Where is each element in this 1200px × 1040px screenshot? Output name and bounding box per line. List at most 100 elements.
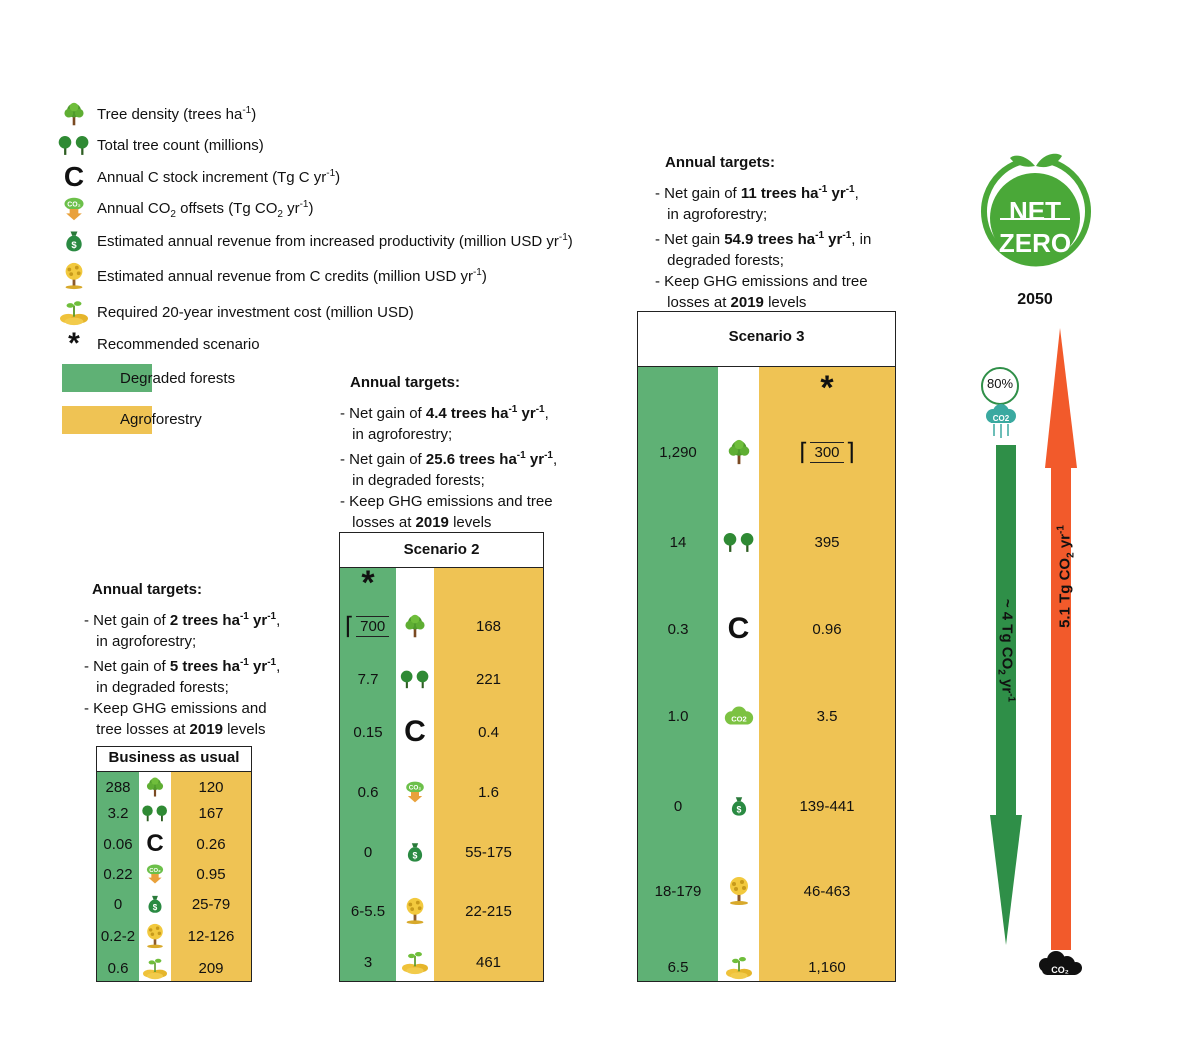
bau-agro-value: 12-126	[187, 927, 235, 945]
legend-mid: yr	[282, 199, 300, 217]
percent-circle	[981, 367, 1019, 405]
legend-tail: )	[308, 199, 314, 217]
s3-agro-value: 395	[814, 533, 840, 551]
bau-agro-value: 0.26	[196, 835, 226, 853]
bau-icon-column: C	[139, 772, 171, 981]
legend-tail: )	[335, 169, 341, 186]
agroforestry-swatch	[62, 406, 152, 434]
s3-degraded-column: 1,290 14 0.3 1.0 0 18-179 6.5	[638, 367, 718, 981]
svg-text:CO2: CO2	[993, 414, 1010, 423]
s3-degraded-value: 18-179	[654, 882, 702, 900]
legend-item-tree-density: Tree density (trees ha-1)	[55, 99, 256, 129]
legend-sup: -1	[299, 198, 309, 210]
s3-agro-value: 3.5	[816, 707, 838, 725]
svg-text:CO₂: CO₂	[1051, 965, 1069, 975]
s3-title: Scenario 3	[728, 328, 805, 345]
legend-mid: offsets (Tg CO	[175, 199, 278, 217]
co2-capture-icon: CO2	[986, 404, 1016, 438]
s2-agro-value: 461	[475, 953, 502, 971]
s2-degraded-column: * ⌈ 700 7.7 0.15 0.6 0 6-5.5 3	[340, 566, 396, 981]
legend-label: Estimated annual revenue from C credits …	[97, 268, 473, 285]
s2-agro-value: 0.4	[478, 723, 499, 741]
targets-title: Annual targets:	[92, 581, 203, 598]
net-label: NET	[1009, 196, 1061, 226]
targets-title: Annual targets:	[665, 154, 776, 171]
trees-icon	[139, 800, 171, 826]
co2-cloud-icon	[718, 671, 759, 761]
trees-icon	[396, 654, 434, 704]
bau-degraded-value: 0	[113, 895, 123, 913]
agroforestry-label: Agroforestry	[120, 411, 202, 428]
s2-agro-value: 1.6	[478, 783, 499, 801]
bau-agroforestry-column: 120 167 0.26 0.95 25-79 12-126 209	[171, 772, 251, 981]
asterisk-icon: *	[820, 369, 834, 407]
bau-degraded-value: 0.06	[103, 835, 133, 853]
bau-agro-value: 0.95	[196, 865, 226, 883]
s2-targets: Annual targets: - Net gain of 4.4 trees …	[340, 372, 580, 533]
s3-degraded-value: 0.3	[667, 620, 689, 638]
money-tree-icon	[55, 261, 93, 291]
legend-sub: 2	[170, 208, 176, 220]
s2-agroforestry-column: 168 221 0.4 1.6 55-175 22-215 461	[434, 568, 543, 981]
legend-item-co2-offsets: Annual CO2 offsets (Tg CO2 yr-1)	[55, 194, 314, 224]
target-year: 2050	[1017, 291, 1053, 308]
degraded-label: Degraded forests	[120, 370, 236, 387]
legend-sup: -1	[558, 232, 568, 243]
s3-table: Scenario 3 1,290 14 0.3 1.0 0 18-179 6.5…	[637, 311, 896, 982]
targets-title: Annual targets:	[350, 374, 461, 391]
money-tree-icon	[718, 851, 759, 931]
legend-sub: 2	[277, 208, 283, 220]
bau-degraded-value: 0.2-2	[100, 927, 136, 945]
s3-agro-value: 139-441	[799, 797, 855, 815]
bau-targets: Annual targets: - Net gain of 2 trees ha…	[84, 579, 324, 740]
legend-label: Total tree count (millions)	[97, 136, 264, 154]
carbon-c-icon: C	[146, 830, 164, 857]
legend-item-tree-count: Total tree count (millions)	[55, 130, 264, 160]
legend-sup: -1	[472, 267, 482, 278]
target-item: - Keep GHG emissions and tree losses at …	[655, 273, 868, 311]
money-tree-icon	[396, 880, 434, 942]
bau-title: Business as usual	[108, 749, 240, 766]
s3-agro-value: 46-463	[803, 882, 851, 900]
green-arrow-head	[990, 815, 1022, 945]
s2-degraded-value: 6-5.5	[350, 902, 386, 920]
bau-agro-value: 209	[198, 959, 224, 977]
investment-icon	[396, 942, 434, 982]
legend-sup: -1	[242, 105, 252, 116]
tree-icon	[139, 774, 171, 800]
tree-icon	[55, 99, 93, 129]
boxed-value: 300	[810, 441, 844, 463]
legend-label: Required 20-year investment cost (millio…	[97, 303, 414, 321]
tree-icon	[396, 598, 434, 654]
money-bag-icon	[55, 226, 93, 256]
bau-degraded-value: 0.6	[107, 959, 129, 977]
legend-label: Recommended scenario	[97, 335, 260, 353]
legend-label: Annual CO	[97, 199, 171, 217]
target-item: - Net gain of 2 trees ha-1 yr-1, in agro…	[84, 611, 281, 650]
investment-icon	[139, 953, 171, 983]
boxed-value: 700	[356, 615, 390, 637]
co2-offset-icon	[55, 194, 93, 224]
s3-boxed-density: ⌈ 300 ⌉	[799, 438, 855, 466]
s3-degraded-value: 1,290	[659, 443, 697, 461]
s2-agro-value: 55-175	[465, 843, 512, 861]
s2-agro-value: 22-215	[465, 902, 512, 920]
bau-agro-value: 25-79	[191, 895, 231, 913]
legend-item-investment: Required 20-year investment cost (millio…	[55, 297, 414, 327]
target-item: - Keep GHG emissions and tree losses at …	[84, 700, 267, 738]
target-item: - Keep GHG emissions and tree losses at …	[340, 493, 553, 531]
target-item: - Net gain of 5 trees ha-1 yr-1, in degr…	[84, 657, 281, 696]
emission-arrows: CO2 CO₂	[981, 328, 1082, 975]
legend-label: Estimated annual revenue from increased …	[97, 233, 559, 250]
green-arrow-label: ~ 4 Tg CO2 yr-1	[995, 598, 1017, 703]
percent-label: 80%	[986, 376, 1014, 391]
red-arrow-label: 5.1 Tg CO2 yr-1	[1055, 525, 1077, 628]
bau-degraded-value: 3.2	[107, 804, 129, 822]
red-arrow-head	[1045, 328, 1077, 468]
s2-degraded-value: 7.7	[357, 670, 379, 688]
bau-degraded-value: 288	[105, 778, 131, 796]
legend-tail: )	[481, 268, 487, 285]
bau-degraded-value: 0.22	[103, 865, 133, 883]
s2-icon-column: C	[396, 568, 434, 981]
s2-degraded-value: 3	[363, 953, 373, 971]
